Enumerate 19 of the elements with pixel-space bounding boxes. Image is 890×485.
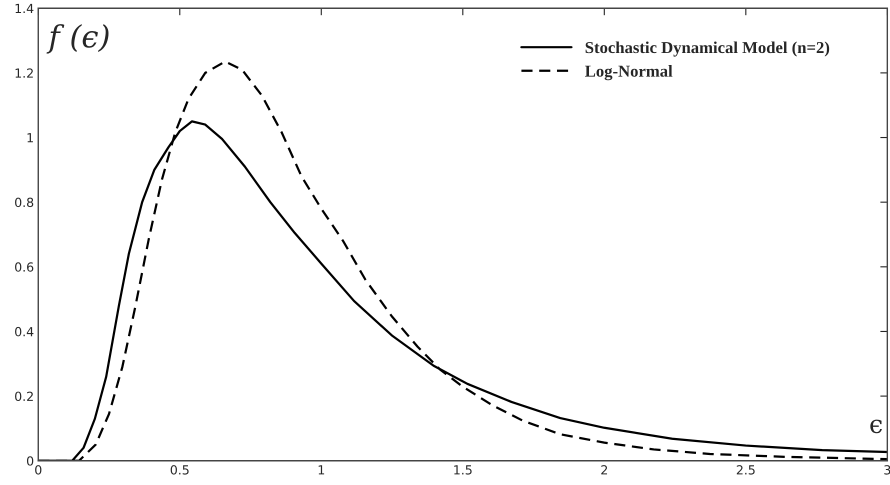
x-tick-label: 1 bbox=[318, 465, 324, 474]
x-tick-label: 2 bbox=[601, 465, 608, 474]
y-tick-label: 0.4 bbox=[15, 326, 34, 336]
x-tick-label: 2.5 bbox=[736, 465, 755, 475]
x-axis-title: ϵ bbox=[870, 420, 882, 434]
y-tick-label: 1.2 bbox=[16, 68, 33, 78]
x-tick-label: 0.5 bbox=[170, 465, 189, 475]
legend-label: Log-Normal bbox=[585, 65, 672, 80]
y-tick-label: 0.8 bbox=[15, 198, 34, 208]
legend-label: Stochastic Dynamical Model (n=2) bbox=[586, 41, 830, 57]
y-tick-label: 0 bbox=[26, 456, 34, 466]
y-tick-label: 0.6 bbox=[15, 262, 34, 272]
x-tick-label: 3 bbox=[884, 465, 890, 475]
y-axis-title: f (ϵ) bbox=[46, 24, 109, 54]
y-tick-label: 0.2 bbox=[15, 392, 33, 402]
x-tick-label: 0 bbox=[35, 465, 42, 475]
y-tick-label: 1.4 bbox=[16, 4, 34, 13]
y-tick-label: 1 bbox=[28, 133, 33, 142]
x-tick-label: 1.5 bbox=[454, 465, 472, 475]
